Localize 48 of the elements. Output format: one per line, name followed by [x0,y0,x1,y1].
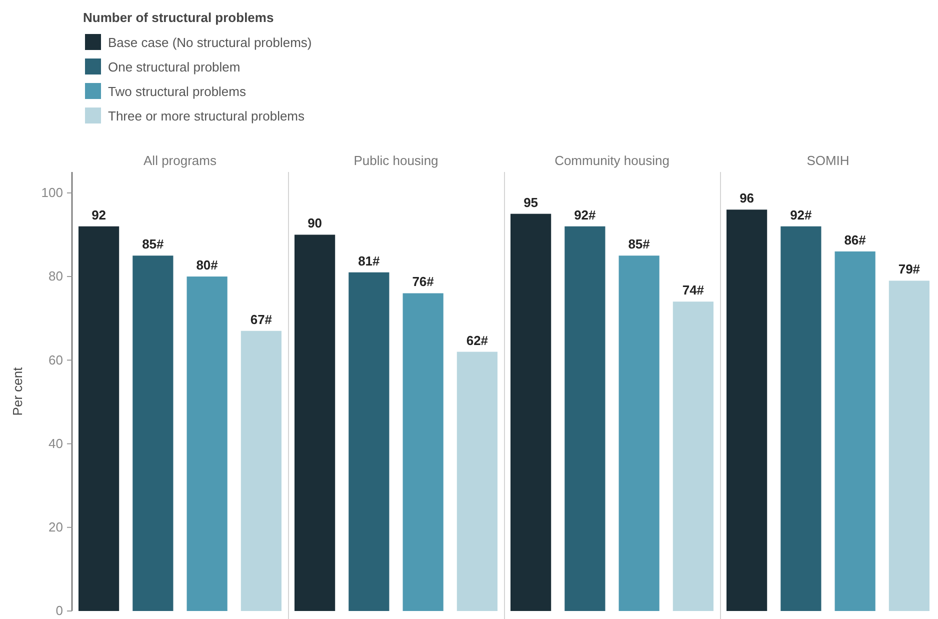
bar [672,302,714,611]
bar [132,256,174,611]
bar [456,352,498,611]
x-tick-label: SOMIH [806,153,850,168]
y-axis-title: Per cent [10,366,25,416]
data-label: 92 [92,207,106,222]
bar [618,256,660,611]
bar [780,226,822,611]
data-label: 96 [740,190,754,206]
bar [78,226,120,611]
x-tick-label: Community housing [554,153,670,168]
bar [564,226,606,611]
data-label: 79# [898,262,921,277]
bar [888,280,930,611]
y-tick-label: 20 [48,520,63,535]
legend-label: Base case (No structural problems) [108,35,312,50]
data-label: 62# [466,332,489,348]
bar [348,272,390,611]
data-label: 85# [142,236,165,252]
x-tick-label: Public housing [354,153,438,168]
bar [510,214,552,611]
legend-label: Two structural problems [108,84,246,99]
bar [240,330,282,611]
bar [834,251,876,611]
y-tick-label: 40 [48,436,63,451]
data-label: 85# [628,236,651,252]
y-tick-label: 0 [56,603,63,618]
x-tick-label: All programs [144,153,217,168]
legend-title: Number of structural problems [83,10,274,25]
y-tick-label: 100 [41,185,63,200]
data-label: 81# [358,253,381,268]
bar [186,276,228,611]
data-label: 74# [682,282,705,298]
data-label: 67# [250,312,273,327]
legend-label: Three or more structural problems [108,108,306,124]
data-label: 92# [790,207,813,222]
data-label: 80# [196,258,219,273]
bar [726,210,768,611]
y-tick-label: 60 [48,352,63,368]
bar [402,293,444,611]
legend-label: One structural problem [108,60,240,74]
data-label: 86# [844,232,867,248]
data-label: 95 [524,194,538,210]
data-label: 92# [574,207,597,222]
y-tick-label: 80 [48,268,63,284]
data-label: 76# [412,274,435,290]
data-label: 90 [308,216,322,231]
bar [294,234,336,611]
